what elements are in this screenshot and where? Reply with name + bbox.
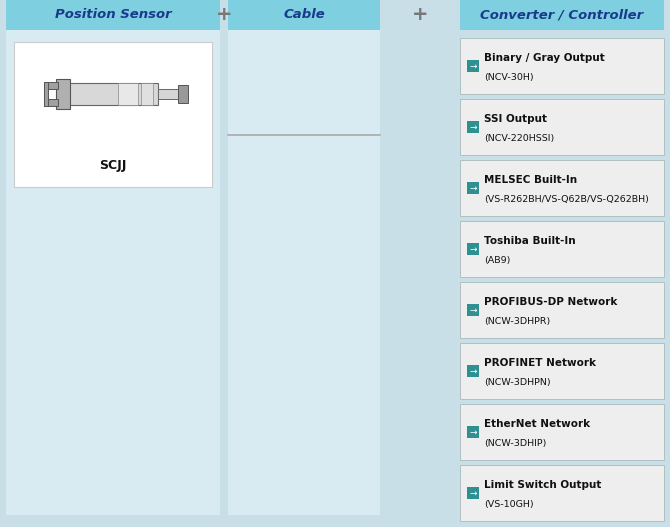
Text: Toshiba Built-In: Toshiba Built-In: [484, 236, 576, 246]
Bar: [460, 465, 664, 521]
Bar: [228, 30, 380, 515]
Text: +: +: [216, 5, 232, 24]
Bar: [228, 0, 380, 30]
Text: →: →: [469, 427, 477, 436]
Bar: [467, 365, 479, 377]
Text: Limit Switch Output: Limit Switch Output: [484, 480, 602, 490]
Text: Converter / Controller: Converter / Controller: [480, 8, 644, 22]
Bar: [158, 89, 178, 99]
Bar: [44, 82, 48, 106]
Bar: [44, 99, 58, 106]
Text: →: →: [469, 306, 477, 315]
Text: Position Sensor: Position Sensor: [55, 8, 172, 22]
Bar: [460, 38, 664, 94]
Bar: [467, 487, 479, 499]
Bar: [460, 404, 664, 460]
Bar: [178, 85, 188, 103]
Bar: [460, 0, 664, 30]
Text: →: →: [469, 489, 477, 497]
Text: →: →: [469, 366, 477, 376]
Text: →: →: [469, 183, 477, 192]
Bar: [460, 160, 664, 216]
Text: →: →: [469, 122, 477, 132]
Bar: [6, 30, 220, 515]
Bar: [460, 343, 664, 399]
Bar: [460, 282, 664, 338]
Text: SCJJ: SCJJ: [99, 159, 127, 171]
Text: (NCW-3DHIP): (NCW-3DHIP): [484, 438, 546, 448]
Text: Cable: Cable: [283, 8, 325, 22]
Bar: [467, 121, 479, 133]
Bar: [44, 82, 58, 89]
Text: (NCV-30H): (NCV-30H): [484, 73, 533, 82]
Bar: [467, 426, 479, 438]
Text: PROFIBUS-DP Network: PROFIBUS-DP Network: [484, 297, 617, 307]
Text: (VS-10GH): (VS-10GH): [484, 500, 533, 509]
Bar: [467, 243, 479, 255]
Text: (NCW-3DHPR): (NCW-3DHPR): [484, 317, 550, 326]
Text: →: →: [469, 245, 477, 253]
Text: EtherNet Network: EtherNet Network: [484, 418, 590, 428]
Text: SSI Output: SSI Output: [484, 114, 547, 124]
Text: (NCV-220HSSI): (NCV-220HSSI): [484, 134, 554, 143]
Bar: [460, 99, 664, 155]
Text: (VS-R262BH/VS-Q62B/VS-Q262BH): (VS-R262BH/VS-Q62B/VS-Q262BH): [484, 194, 649, 204]
Bar: [460, 221, 664, 277]
Text: PROFINET Network: PROFINET Network: [484, 358, 596, 368]
Text: (NCW-3DHPN): (NCW-3DHPN): [484, 378, 551, 387]
Bar: [6, 0, 220, 30]
Bar: [141, 83, 153, 105]
Text: →: →: [469, 62, 477, 71]
Bar: [467, 60, 479, 72]
Bar: [467, 304, 479, 316]
Text: MELSEC Built-In: MELSEC Built-In: [484, 174, 577, 184]
Bar: [56, 79, 70, 109]
Bar: [118, 83, 138, 105]
Text: Binary / Gray Output: Binary / Gray Output: [484, 53, 605, 63]
Text: (AB9): (AB9): [484, 256, 511, 265]
Bar: [14, 42, 212, 187]
Bar: [68, 83, 158, 105]
Bar: [467, 182, 479, 194]
Text: +: +: [412, 5, 428, 24]
